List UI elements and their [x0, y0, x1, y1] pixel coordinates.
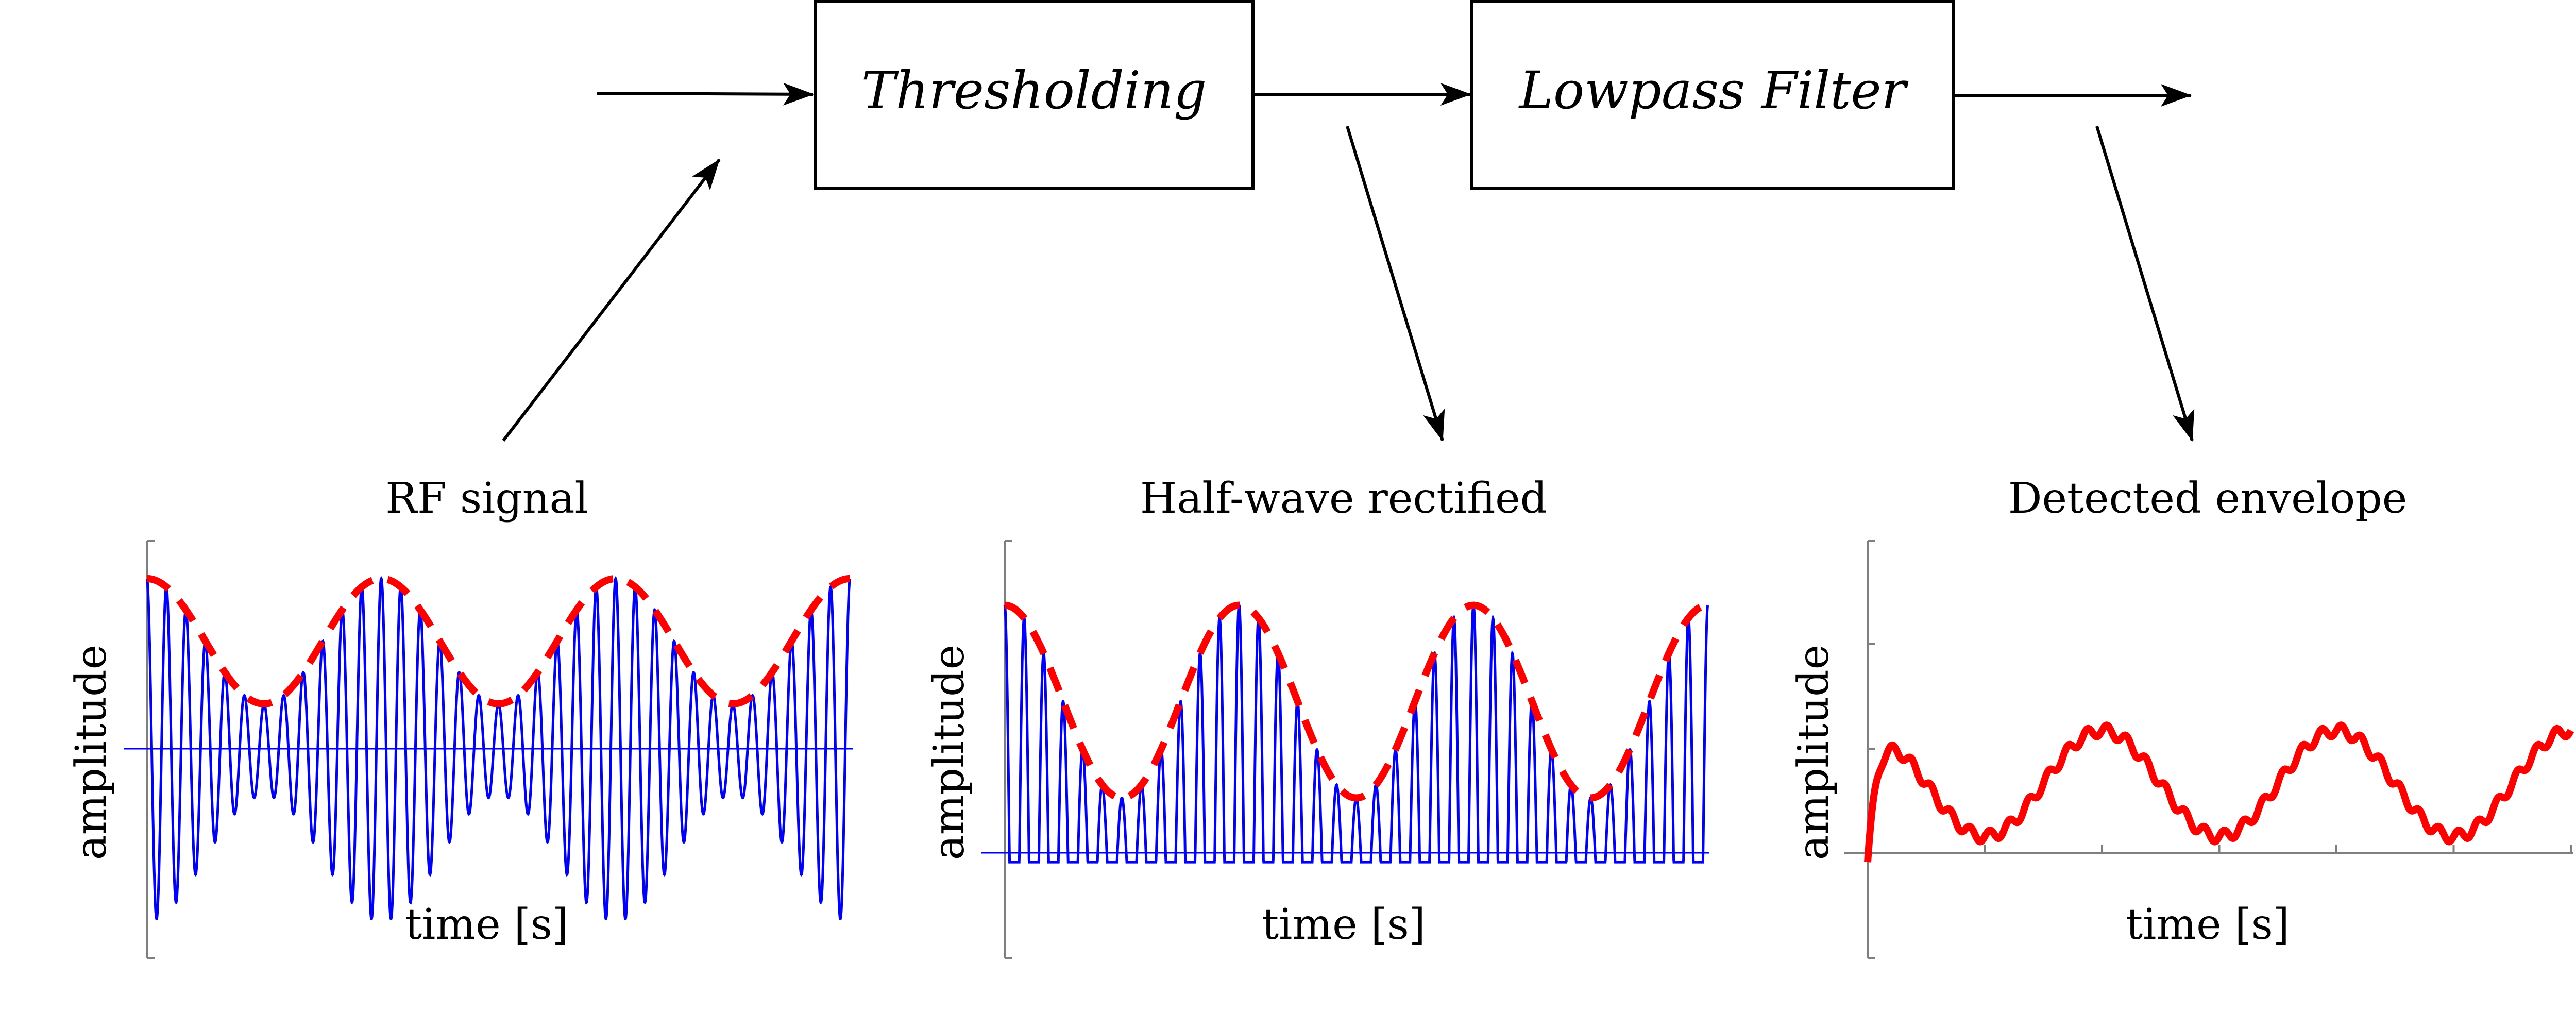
envelope-xlabel: time [s]	[2126, 900, 2290, 949]
rectified-axes	[981, 540, 1709, 959]
envelope-pointer-arrow	[2095, 126, 2195, 442]
rf-signal-ylabel: amplitude	[67, 645, 116, 860]
lowpass-filter-block	[1470, 0, 1955, 190]
rf-signal-axes	[124, 540, 853, 959]
rectified-pointer-arrow	[1346, 126, 1445, 442]
rectified-panel: Half-wave rectified amplitude time [s]	[925, 474, 1709, 959]
rf-signal-panel: RF signal amplitude time [s]	[67, 474, 853, 959]
input-arrow	[596, 82, 814, 106]
envelope-panel: Detected envelope amplitude time [s]	[1789, 474, 2574, 959]
rf-signal-pointer-arrow	[502, 159, 721, 442]
rf-signal-envelope-line	[146, 575, 851, 707]
rectified-carrier-line	[1003, 601, 1709, 864]
block-diagram: Thresholding Lowpass Filter	[502, 0, 2195, 442]
rectified-ylabel: amplitude	[925, 645, 974, 860]
detected-envelope-line	[1864, 721, 2574, 863]
rectified-xlabel: time [s]	[1262, 900, 1426, 949]
rf-signal-title: RF signal	[385, 474, 588, 523]
rectified-envelope-line	[1004, 601, 1708, 802]
envelope-ylabel: amplitude	[1789, 645, 1838, 860]
envelope-title: Detected envelope	[2008, 474, 2408, 523]
rf-signal-xlabel: time [s]	[405, 900, 569, 949]
lowpass-filter-label: Lowpass Filter	[1518, 60, 1909, 121]
rectified-title: Half-wave rectified	[1140, 474, 1547, 523]
thresholding-block	[814, 0, 1255, 190]
envelope-axes	[1844, 540, 2573, 959]
thresholding-label: Thresholding	[861, 60, 1207, 121]
